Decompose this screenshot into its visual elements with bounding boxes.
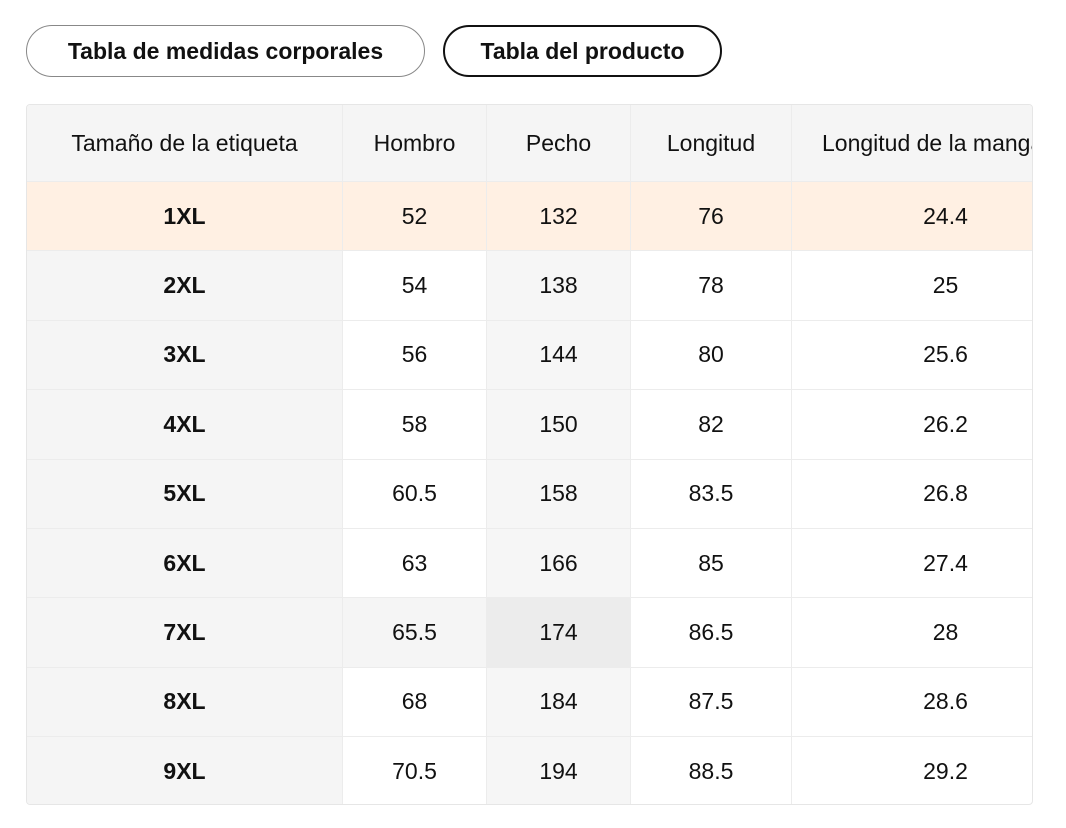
size-label: 3XL	[27, 320, 343, 391]
measurement-cell: 26.2	[792, 390, 1032, 460]
measurement-cell: 27.4	[792, 529, 1032, 599]
measurement-cell: 54	[343, 251, 487, 321]
measurement-cell: 58	[343, 390, 487, 460]
measurement-cell: 88.5	[631, 737, 792, 804]
measurement-cell: 78	[631, 251, 792, 321]
size-table: Tamaño de la etiqueta Hombro Pecho Longitud…	[26, 104, 1033, 805]
header-cell: Longitud de la manga	[792, 105, 1032, 182]
measurement-cell: 28.6	[792, 668, 1032, 738]
measurement-cell: 132	[487, 182, 631, 252]
measurement-cell: 138	[487, 251, 631, 321]
header-cell: Longitud	[631, 105, 792, 182]
size-label: 7XL	[27, 598, 343, 668]
tab-body-measurements[interactable]: Tabla de medidas corporales	[26, 25, 425, 77]
size-label: 5XL	[27, 459, 343, 529]
size-label: 6XL	[27, 529, 343, 599]
measurement-cell: 63	[343, 529, 487, 599]
tab-product-measurements[interactable]: Tabla del producto	[443, 25, 722, 77]
measurement-cell: 83.5	[631, 459, 792, 529]
measurement-cell: 25.6	[792, 321, 1032, 391]
measurement-cell: 166	[487, 529, 631, 599]
measurement-cell: 68	[343, 667, 487, 738]
measurement-cell: 80	[631, 320, 792, 391]
header-cell: Hombro	[343, 105, 487, 182]
measurement-cell: 76	[631, 182, 792, 252]
size-label: 9XL	[27, 737, 343, 804]
measurement-cell: 29.2	[792, 737, 1032, 804]
header-cell: Tamaño de la etiqueta	[27, 105, 343, 182]
measurement-cell: 86.5	[631, 598, 792, 668]
measurement-cell: 60.5	[343, 459, 487, 529]
measurement-cell: 144	[487, 320, 631, 391]
measurement-cell: 82	[631, 390, 792, 460]
size-label: 4XL	[27, 390, 343, 460]
measurement-cell: 85	[631, 529, 792, 599]
header-cell: Pecho	[487, 105, 631, 182]
size-label: 8XL	[27, 667, 343, 738]
size-label: 1XL	[27, 182, 343, 252]
measurement-cell: 174	[487, 598, 631, 668]
measurement-cell: 184	[487, 667, 631, 738]
measurement-cell: 150	[487, 390, 631, 460]
measurement-cell: 70.5	[343, 737, 487, 804]
measurement-cell: 65.5	[343, 598, 487, 668]
measurement-cell: 26.8	[792, 460, 1032, 529]
measurement-cell: 52	[343, 182, 487, 252]
measurement-cell: 25	[792, 251, 1032, 321]
size-label: 2XL	[27, 251, 343, 321]
measurement-cell: 158	[487, 459, 631, 529]
measurement-cell: 28	[792, 598, 1032, 668]
measurement-cell: 24.4	[792, 182, 1032, 252]
measurement-cell: 56	[343, 320, 487, 391]
measurement-cell: 194	[487, 737, 631, 804]
measurement-cell: 87.5	[631, 667, 792, 738]
